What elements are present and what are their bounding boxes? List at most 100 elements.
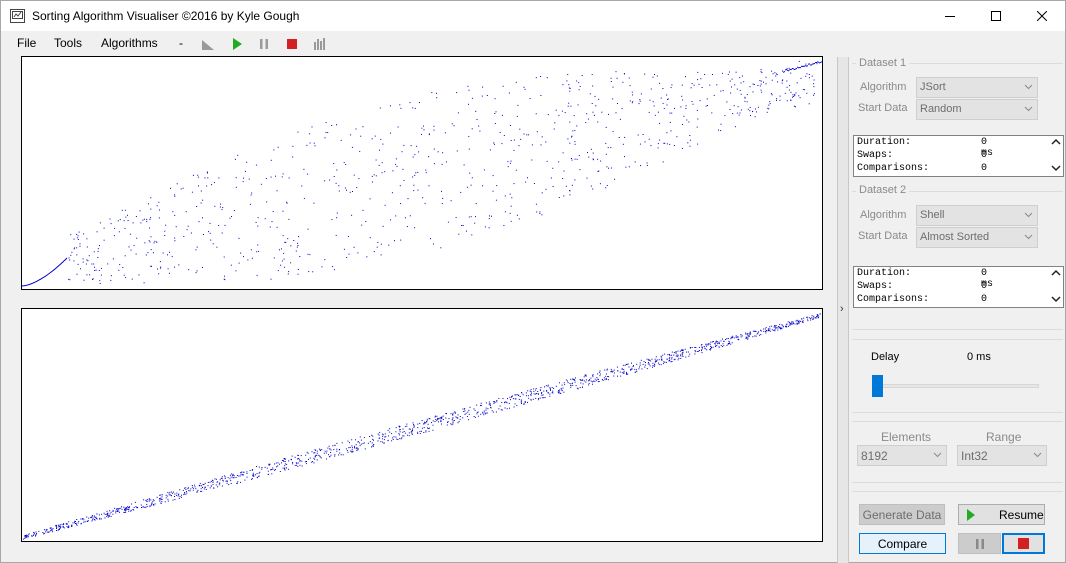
data-point [203,484,205,486]
comparisons-value: 0 [981,294,988,305]
data-point [150,499,152,501]
duration-label: Duration: [857,268,912,279]
data-point [706,345,707,347]
data-point [527,177,528,179]
data-point [585,122,587,124]
stop-icon[interactable] [284,36,300,52]
data-point [74,520,76,522]
stats-scrollbar[interactable] [1049,267,1063,307]
data-point [128,506,130,508]
pause-button[interactable] [958,533,1001,554]
menu-file[interactable]: File [17,36,37,50]
data-point [806,92,808,94]
data-point [507,166,509,168]
data-point [593,114,595,116]
data-point [400,438,402,440]
data-point [712,346,714,348]
data-point [334,454,336,456]
resume-button[interactable]: Resume [958,504,1045,525]
stop-button[interactable] [1002,533,1045,554]
data-point [571,184,573,186]
data-point [336,448,338,450]
data-point [702,347,703,349]
dataset1-algorithm-select[interactable]: JSort [916,77,1038,98]
data-point [338,185,340,187]
data-point [786,86,788,88]
data-point [183,493,185,495]
data-point [277,462,279,464]
data-point [391,440,393,442]
data-point [744,100,746,102]
data-point [701,348,703,350]
data-point [135,216,137,217]
data-point [221,232,223,234]
data-point [765,330,766,332]
menu-algorithms[interactable]: Algorithms [101,36,158,50]
data-point [137,507,139,509]
data-point [26,537,28,539]
data-point [268,464,270,466]
data-point [513,406,515,408]
data-point [404,432,406,434]
menu-tools[interactable]: Tools [54,36,83,50]
data-point [667,98,668,100]
data-point [671,357,673,359]
data-point [750,115,751,117]
data-point [307,173,309,175]
data-point [265,177,267,179]
maximize-button[interactable] [973,1,1019,31]
data-point [678,357,680,359]
data-point [395,427,397,429]
data-point [733,337,735,339]
data-point [806,73,808,75]
data-point [389,428,391,430]
data-point [223,475,225,477]
panel-splitter[interactable]: › [837,57,849,563]
dataset1-start-select[interactable]: Random [916,99,1038,120]
data-point [660,97,662,99]
data-point [124,508,126,510]
data-point [765,330,767,332]
data-point [232,477,234,479]
dataset2-algorithm-select[interactable]: Shell [916,205,1038,226]
close-button[interactable] [1019,1,1065,31]
data-point [547,384,549,386]
range-select[interactable]: Int32 [957,445,1047,466]
chart-icon[interactable] [200,36,216,52]
delay-slider-thumb[interactable] [872,375,883,397]
play-icon[interactable] [229,36,245,52]
data-point [406,226,408,228]
data-point [550,389,551,391]
data-point [428,134,430,136]
data-point [790,99,792,101]
stats-scrollbar[interactable] [1049,136,1063,176]
data-point [471,177,473,179]
elements-select[interactable]: 8192 [857,445,947,466]
dataset2-start-select[interactable]: Almost Sorted [916,227,1038,248]
data-point [236,482,238,484]
data-point [202,217,203,219]
data-point [99,517,101,519]
generate-data-button[interactable]: Generate Data [859,504,945,525]
compare-button[interactable]: Compare [859,533,946,554]
bars-icon[interactable] [312,36,328,52]
data-point [537,391,539,392]
data-point [604,369,606,371]
data-point [422,197,424,199]
data-point [530,399,532,401]
data-point [785,324,787,326]
pause-icon[interactable] [256,36,272,52]
data-point [191,485,193,486]
data-point [390,219,391,221]
minimize-button[interactable] [927,1,973,31]
data-point [140,504,142,506]
data-point [722,338,723,340]
data-point [150,197,152,199]
data-point [313,452,315,454]
data-point [533,393,535,395]
data-point [143,506,145,508]
collapse-arrow-icon[interactable]: › [840,303,844,315]
data-point [498,408,500,410]
delay-slider-track[interactable] [872,384,1039,388]
data-point [42,532,44,533]
